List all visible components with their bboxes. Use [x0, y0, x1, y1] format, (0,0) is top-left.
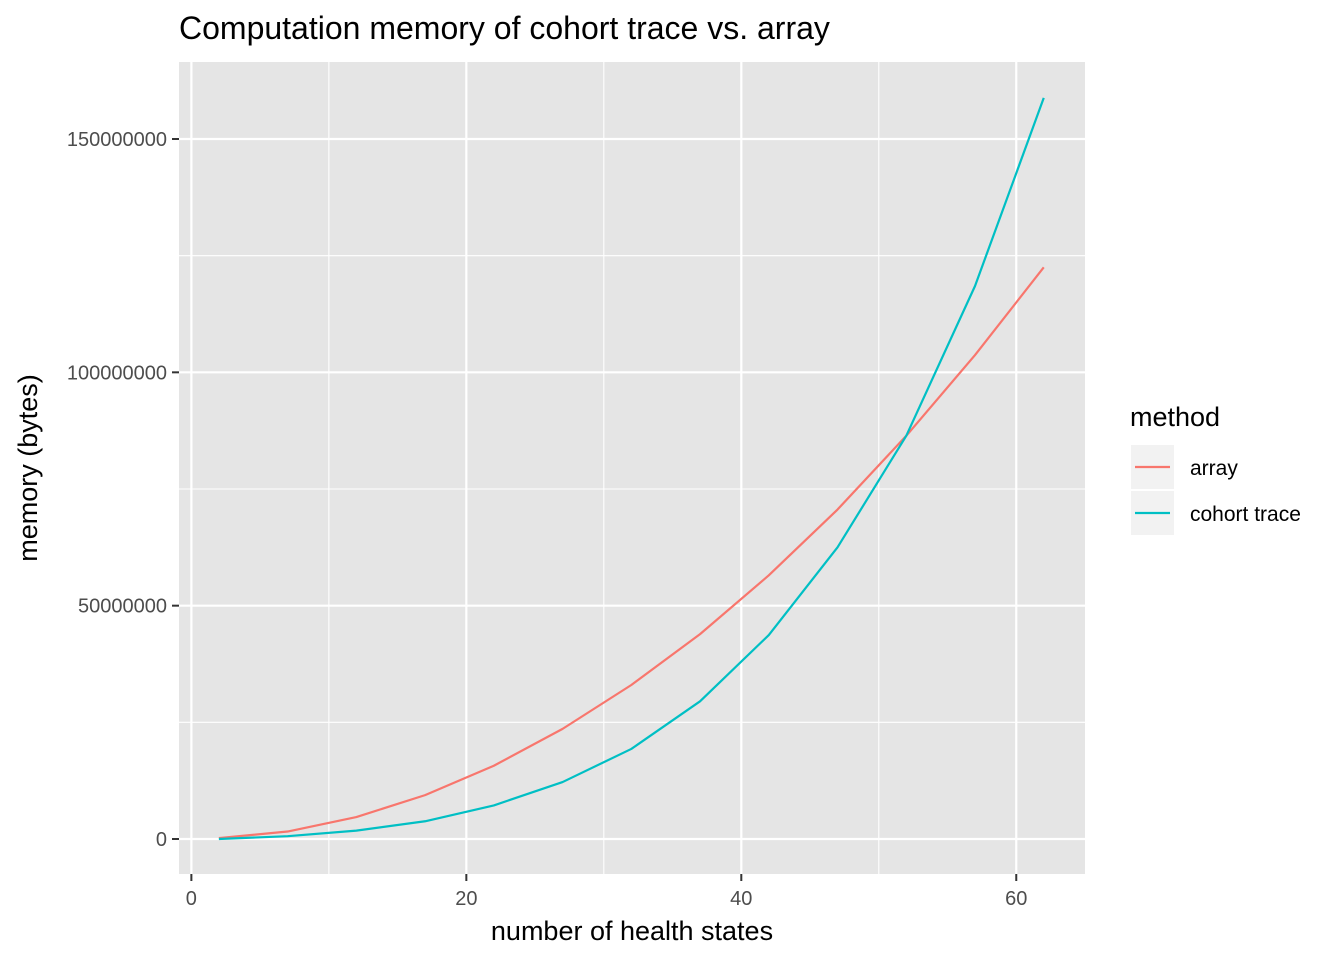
x-axis-ticks: 0 20 40 60	[186, 874, 1027, 910]
x-tick-label: 0	[186, 888, 197, 910]
y-tick-label: 0	[156, 829, 167, 851]
legend: method array cohort trace	[1130, 402, 1301, 535]
y-tick-label: 100000000	[67, 362, 167, 384]
legend-label-array: array	[1190, 457, 1238, 480]
x-tick-label: 20	[455, 888, 477, 910]
chart-title: Computation memory of cohort trace vs. a…	[179, 10, 830, 46]
legend-title: method	[1130, 402, 1220, 432]
series-line-cohort-trace	[218, 97, 1045, 841]
x-tick-label: 60	[1005, 888, 1027, 910]
plot-panel	[179, 62, 1085, 874]
series-lines	[218, 97, 1045, 841]
x-tick-label: 40	[730, 888, 752, 910]
minor-gridlines	[179, 62, 1085, 874]
y-axis-ticks: 0 50000000 100000000 150000000	[67, 129, 179, 851]
x-axis-title: number of health states	[491, 916, 773, 946]
legend-label-cohort-trace: cohort trace	[1190, 503, 1301, 526]
y-axis-title: memory (bytes)	[13, 374, 43, 562]
y-tick-label: 50000000	[78, 596, 167, 618]
major-gridlines	[179, 62, 1085, 874]
y-tick-label: 150000000	[67, 129, 167, 151]
